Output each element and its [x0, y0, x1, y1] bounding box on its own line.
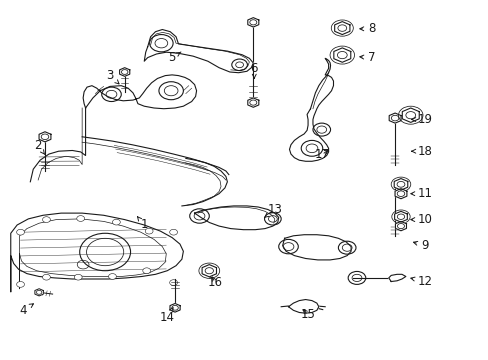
Circle shape — [169, 280, 177, 285]
Polygon shape — [11, 213, 183, 292]
Circle shape — [112, 219, 120, 225]
Text: 12: 12 — [410, 275, 432, 288]
Polygon shape — [194, 206, 278, 230]
Polygon shape — [394, 211, 407, 222]
Circle shape — [142, 268, 150, 274]
Text: 4: 4 — [20, 304, 33, 317]
Text: 17: 17 — [314, 148, 328, 161]
Text: 16: 16 — [207, 276, 222, 289]
Polygon shape — [333, 48, 350, 62]
Polygon shape — [289, 58, 333, 161]
Text: 6: 6 — [250, 62, 258, 78]
Circle shape — [108, 274, 116, 279]
Polygon shape — [83, 75, 196, 109]
Text: 5: 5 — [168, 51, 181, 64]
Text: 9: 9 — [413, 239, 428, 252]
Text: 1: 1 — [137, 217, 148, 231]
Circle shape — [42, 274, 50, 280]
Text: 14: 14 — [160, 308, 174, 324]
Circle shape — [17, 282, 24, 287]
Text: 2: 2 — [34, 139, 44, 154]
Polygon shape — [393, 179, 407, 190]
Polygon shape — [388, 274, 405, 282]
Polygon shape — [402, 108, 418, 122]
Polygon shape — [120, 68, 129, 76]
Text: 3: 3 — [106, 69, 119, 84]
Polygon shape — [247, 98, 258, 107]
Polygon shape — [395, 221, 406, 231]
Circle shape — [42, 217, 50, 222]
Circle shape — [145, 228, 153, 234]
Polygon shape — [334, 22, 349, 35]
Text: 10: 10 — [410, 213, 432, 226]
Polygon shape — [144, 30, 253, 73]
Polygon shape — [247, 18, 258, 27]
Text: 19: 19 — [411, 113, 432, 126]
Polygon shape — [202, 265, 216, 277]
Polygon shape — [39, 132, 51, 142]
Circle shape — [169, 229, 177, 235]
Text: 8: 8 — [359, 22, 375, 35]
Circle shape — [77, 216, 84, 221]
Polygon shape — [388, 113, 400, 123]
Circle shape — [17, 229, 24, 235]
Polygon shape — [288, 300, 318, 313]
Text: 13: 13 — [264, 203, 282, 217]
Text: 18: 18 — [411, 145, 432, 158]
Circle shape — [74, 274, 82, 280]
Text: 7: 7 — [359, 51, 375, 64]
Polygon shape — [35, 289, 43, 296]
Polygon shape — [282, 235, 350, 260]
Text: 11: 11 — [410, 187, 432, 200]
Polygon shape — [394, 189, 406, 199]
Text: 15: 15 — [300, 309, 315, 321]
Polygon shape — [170, 303, 180, 312]
